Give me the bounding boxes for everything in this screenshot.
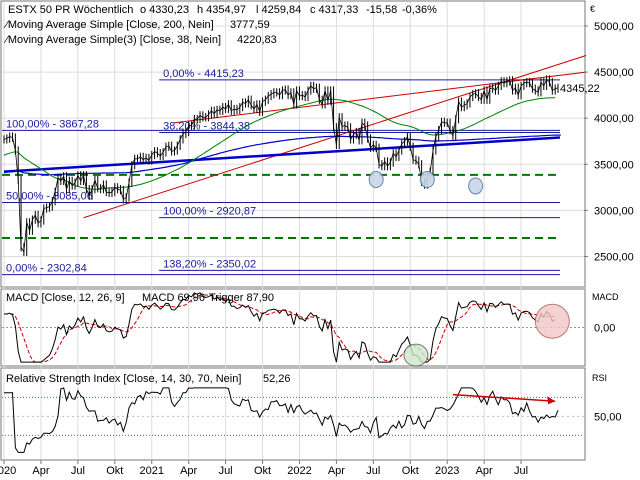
long-trend-line <box>3 136 561 173</box>
fibonacci-levels: 0,00% - 4415,23 100,00% - 3867,28 38,20% -… <box>2 68 560 276</box>
channel-line <box>174 71 587 124</box>
x-tick-label: Apr <box>180 465 197 477</box>
macd-buy-circle <box>403 343 429 367</box>
y-tick-label: 4000,00 <box>594 113 634 125</box>
last-price-label: 4345,22 <box>560 83 600 95</box>
x-tick-label: Okt <box>106 465 123 477</box>
fibonacci-level-label: 50,00% - 3085,06 <box>6 191 93 203</box>
y-tick-label: 3500,00 <box>594 159 634 171</box>
macd-y-tick-label: 0,00 <box>594 323 615 335</box>
ma38-line <box>3 97 556 190</box>
legend-entry-label: ⁄Moving Average Simple [Close, 200, Nein… <box>3 19 214 31</box>
x-tick-label: Jul <box>71 465 85 477</box>
macd-trigger-label: Trigger 87,90 <box>209 292 274 304</box>
fibonacci-level-label: 100,00% - 2920,87 <box>163 206 256 218</box>
x-tick-label: 2020 <box>0 465 16 477</box>
rsi-value-label: 52,26 <box>263 373 291 385</box>
price-header-low: l 4259,84 <box>256 4 301 16</box>
macd-trigger-line <box>4 294 556 363</box>
x-tick-label: Okt <box>402 465 419 477</box>
macd-line <box>4 292 556 363</box>
y-tick-label: 3000,00 <box>594 205 634 217</box>
fibonacci-level-label: 38,20% - 3844,38 <box>163 121 250 133</box>
fibonacci-level-label: 138,20% - 2350,02 <box>163 258 256 270</box>
x-tick-label: Apr <box>476 465 493 477</box>
macd-panel-frame <box>0 288 586 367</box>
rsi-line <box>4 387 559 453</box>
y-tick-label: 5000,00 <box>594 21 634 33</box>
price-low-circle <box>419 171 435 189</box>
axes: 2020 Apr Jul Okt 2021 Apr Jul Okt 2022 Apr Jul Okt 2… <box>0 4 634 477</box>
x-tick-label: Apr <box>32 465 49 477</box>
x-tick-label: Apr <box>328 465 345 477</box>
price-low-circle <box>468 177 484 195</box>
price-header-close: c 4317,33 <box>310 4 358 16</box>
support-levels <box>2 173 560 240</box>
ma200-line <box>3 134 561 176</box>
price-low-circle <box>368 171 384 189</box>
price-header-symbol: ESTX 50 PR Wöchentlich <box>8 4 133 16</box>
legend-entry-value: 3777,59 <box>230 19 270 31</box>
annotations <box>368 171 570 405</box>
macd-axis-label: MACD <box>592 292 619 302</box>
x-tick-label: 2021 <box>139 465 163 477</box>
fibonacci-level-label: 100,00% - 3867,28 <box>6 118 99 130</box>
price-header-change-pct: -0,36% <box>402 4 437 16</box>
x-tick-label: 2023 <box>435 465 459 477</box>
x-tick-label: Jul <box>219 465 233 477</box>
legend-entry-value: 4220,83 <box>237 34 277 46</box>
rsi-divergence-arrow <box>452 393 556 402</box>
fibonacci-level-label: 0,00% - 4415,23 <box>163 68 244 80</box>
y-tick-label: 2500,00 <box>594 251 634 263</box>
currency-label: € <box>590 4 595 14</box>
text-layer: 4345,22 ESTX 50 PR Wöchentlich o 4330,23 h … <box>3 4 600 385</box>
price-header-change: -15,58 <box>366 4 397 16</box>
macd-sell-circle <box>534 303 570 339</box>
rsi-title: Relative Strength Index [Close, 14, 30, … <box>6 373 241 385</box>
macd-value-label: MACD 69,96 <box>142 292 205 304</box>
price-header-high: h 4354,97 <box>197 4 246 16</box>
rsi-y-tick-label: 50,00 <box>594 411 622 423</box>
x-tick-label: Jul <box>514 465 528 477</box>
legend-entry-label: ⁄Moving Average Simple(3) [Close, 38, Ne… <box>3 34 221 46</box>
price-panel-frame <box>0 0 586 288</box>
fibonacci-level-label: 0,00% - 2302,84 <box>6 263 87 275</box>
y-tick-label: 4500,00 <box>594 67 634 79</box>
x-tick-label: Okt <box>254 465 271 477</box>
rsi-axis-label: RSI <box>592 373 607 383</box>
rsi-arrow-head <box>547 396 556 405</box>
price-header-open: o 4330,23 <box>140 4 189 16</box>
price-line <box>3 78 559 254</box>
x-tick-label: 2022 <box>287 465 311 477</box>
grid-layer <box>2 2 584 459</box>
rsi-panel-frame <box>0 367 586 461</box>
x-tick-label: Jul <box>366 465 380 477</box>
series-layer <box>3 75 561 453</box>
macd-title: MACD [Close, 12, 26, 9] <box>6 292 125 304</box>
